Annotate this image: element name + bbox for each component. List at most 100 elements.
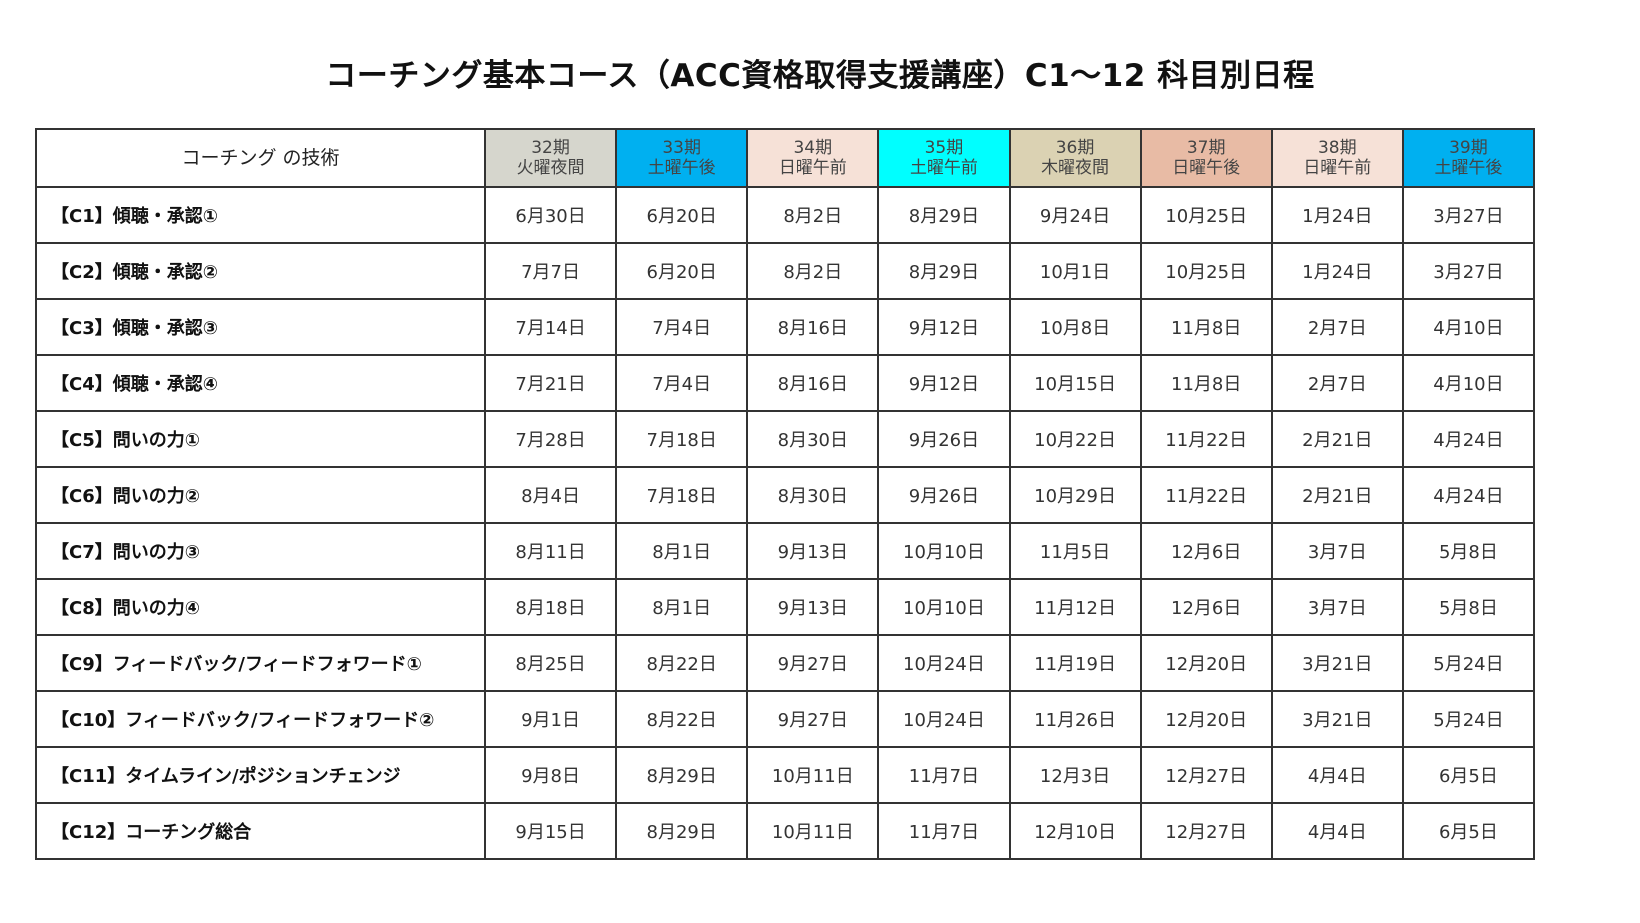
date-cell: 9月27日 [746, 634, 880, 692]
date-cell: 12月20日 [1139, 690, 1273, 748]
schedule-table: コーチング の技術 32期 火曜夜間 33期 土曜午後 34期 日曜午前 35期 土曜午前 36… [35, 128, 1536, 860]
date-cell: 2月7日 [1270, 298, 1404, 356]
slot-label: 木曜夜間 [1041, 158, 1110, 178]
date-cell: 10月29日 [1008, 466, 1142, 524]
subject-cell: 【C11】タイムライン/ポジションチェンジ [35, 746, 486, 804]
date-cell: 9月27日 [746, 690, 880, 748]
date-cell: 12月20日 [1139, 634, 1273, 692]
table-row: 【C5】問いの力① 7月28日 7月18日 8月30日 9月26日 10月22日 11月22… [35, 410, 1536, 468]
corner-header: コーチング の技術 [35, 128, 486, 188]
date-cell: 11月7日 [877, 746, 1011, 804]
table-row: 【C9】フィードバック/フィードフォワード① 8月25日 8月22日 9月27日 10月… [35, 634, 1536, 692]
date-cell: 10月10日 [877, 522, 1011, 580]
date-cell: 2月21日 [1270, 410, 1404, 468]
date-cell: 10月22日 [1008, 410, 1142, 468]
term-label: 37期 [1186, 138, 1226, 158]
term-label: 39期 [1449, 138, 1488, 158]
date-cell: 8月29日 [615, 746, 749, 804]
date-cell: 8月25日 [483, 634, 618, 692]
date-cell: 11月22日 [1139, 410, 1273, 468]
column-header-35期: 35期 土曜午前 [877, 128, 1011, 188]
term-label: 34期 [793, 138, 833, 158]
column-header-37期: 37期 日曜午後 [1139, 128, 1273, 188]
subject-cell: 【C1】傾聴・承認① [35, 186, 486, 244]
date-cell: 3月21日 [1270, 690, 1404, 748]
date-cell: 12月6日 [1139, 522, 1273, 580]
term-label: 35期 [924, 138, 964, 158]
date-cell: 7月18日 [615, 410, 749, 468]
date-cell: 5月24日 [1401, 690, 1536, 748]
date-cell: 9月12日 [877, 298, 1011, 356]
date-cell: 9月15日 [483, 802, 618, 860]
date-cell: 12月27日 [1139, 802, 1273, 860]
column-header-33期: 33期 土曜午後 [615, 128, 749, 188]
date-cell: 5月24日 [1401, 634, 1536, 692]
table-row: 【C1】傾聴・承認① 6月30日 6月20日 8月2日 8月29日 9月24日 10月25日… [35, 186, 1536, 244]
subject-cell: 【C6】問いの力② [35, 466, 486, 524]
date-cell: 2月21日 [1270, 466, 1404, 524]
date-cell: 10月10日 [877, 578, 1011, 636]
table-row: 【C4】傾聴・承認④ 7月21日 7月4日 8月16日 9月12日 10月15日 11月8日… [35, 354, 1536, 412]
date-cell: 12月3日 [1008, 746, 1142, 804]
date-cell: 11月7日 [877, 802, 1011, 860]
table-row: 【C2】傾聴・承認② 7月7日 6月20日 8月2日 8月29日 10月1日 10月25日 1… [35, 242, 1536, 300]
subject-cell: 【C8】問いの力④ [35, 578, 486, 636]
term-label: 32期 [531, 138, 570, 158]
date-cell: 3月7日 [1270, 578, 1404, 636]
column-header-34期: 34期 日曜午前 [746, 128, 880, 188]
date-cell: 8月22日 [615, 690, 749, 748]
date-cell: 2月7日 [1270, 354, 1404, 412]
date-cell: 8月16日 [746, 354, 880, 412]
date-cell: 1月24日 [1270, 242, 1404, 300]
table-row: 【C7】問いの力③ 8月11日 8月1日 9月13日 10月10日 11月5日 12月6日 3… [35, 522, 1536, 580]
date-cell: 3月27日 [1401, 242, 1536, 300]
column-header-36期: 36期 木曜夜間 [1008, 128, 1142, 188]
subject-cell: 【C7】問いの力③ [35, 522, 486, 580]
date-cell: 7月7日 [483, 242, 618, 300]
date-cell: 9月24日 [1008, 186, 1142, 244]
date-cell: 12月27日 [1139, 746, 1273, 804]
date-cell: 7月4日 [615, 298, 749, 356]
date-cell: 8月29日 [877, 186, 1011, 244]
date-cell: 11月19日 [1008, 634, 1142, 692]
table-row: 【C6】問いの力② 8月4日 7月18日 8月30日 9月26日 10月29日 11月22日… [35, 466, 1536, 524]
date-cell: 9月26日 [877, 410, 1011, 468]
date-cell: 8月22日 [615, 634, 749, 692]
date-cell: 4月10日 [1401, 298, 1536, 356]
date-cell: 10月11日 [746, 746, 880, 804]
date-cell: 3月27日 [1401, 186, 1536, 244]
date-cell: 10月15日 [1008, 354, 1142, 412]
date-cell: 1月24日 [1270, 186, 1404, 244]
date-cell: 12月10日 [1008, 802, 1142, 860]
header-row: コーチング の技術 32期 火曜夜間 33期 土曜午後 34期 日曜午前 35期 土曜午前 36… [35, 128, 1536, 188]
slot-label: 土曜午前 [909, 158, 978, 178]
date-cell: 11月8日 [1139, 298, 1273, 356]
date-cell: 9月26日 [877, 466, 1011, 524]
date-cell: 8月2日 [746, 242, 880, 300]
date-cell: 6月20日 [615, 242, 749, 300]
date-cell: 8月29日 [615, 802, 749, 860]
table-row: 【C3】傾聴・承認③ 7月14日 7月4日 8月16日 9月12日 10月8日 11月8日 2… [35, 298, 1536, 356]
date-cell: 8月1日 [615, 578, 749, 636]
table-row: 【C10】フィードバック/フィードフォワード② 9月1日 8月22日 9月27日 10月… [35, 690, 1536, 748]
slot-label: 日曜午前 [778, 158, 847, 178]
subject-cell: 【C12】コーチング総合 [35, 802, 486, 860]
date-cell: 9月8日 [483, 746, 618, 804]
date-cell: 8月30日 [746, 410, 880, 468]
date-cell: 4月4日 [1270, 746, 1404, 804]
date-cell: 6月5日 [1401, 746, 1536, 804]
table-row: 【C12】コーチング総合 9月15日 8月29日 10月11日 11月7日 12月10日 1… [35, 802, 1536, 860]
date-cell: 4月10日 [1401, 354, 1536, 412]
date-cell: 8月4日 [483, 466, 618, 524]
date-cell: 7月4日 [615, 354, 749, 412]
subject-cell: 【C9】フィードバック/フィードフォワード① [35, 634, 486, 692]
date-cell: 6月30日 [483, 186, 618, 244]
slot-label: 日曜午前 [1303, 158, 1372, 178]
date-cell: 10月25日 [1139, 186, 1273, 244]
column-header-39期: 39期 土曜午後 [1401, 128, 1536, 188]
date-cell: 8月1日 [615, 522, 749, 580]
date-cell: 11月5日 [1008, 522, 1142, 580]
subject-cell: 【C5】問いの力① [35, 410, 486, 468]
slot-label: 土曜午後 [1434, 158, 1503, 178]
date-cell: 4月24日 [1401, 410, 1536, 468]
